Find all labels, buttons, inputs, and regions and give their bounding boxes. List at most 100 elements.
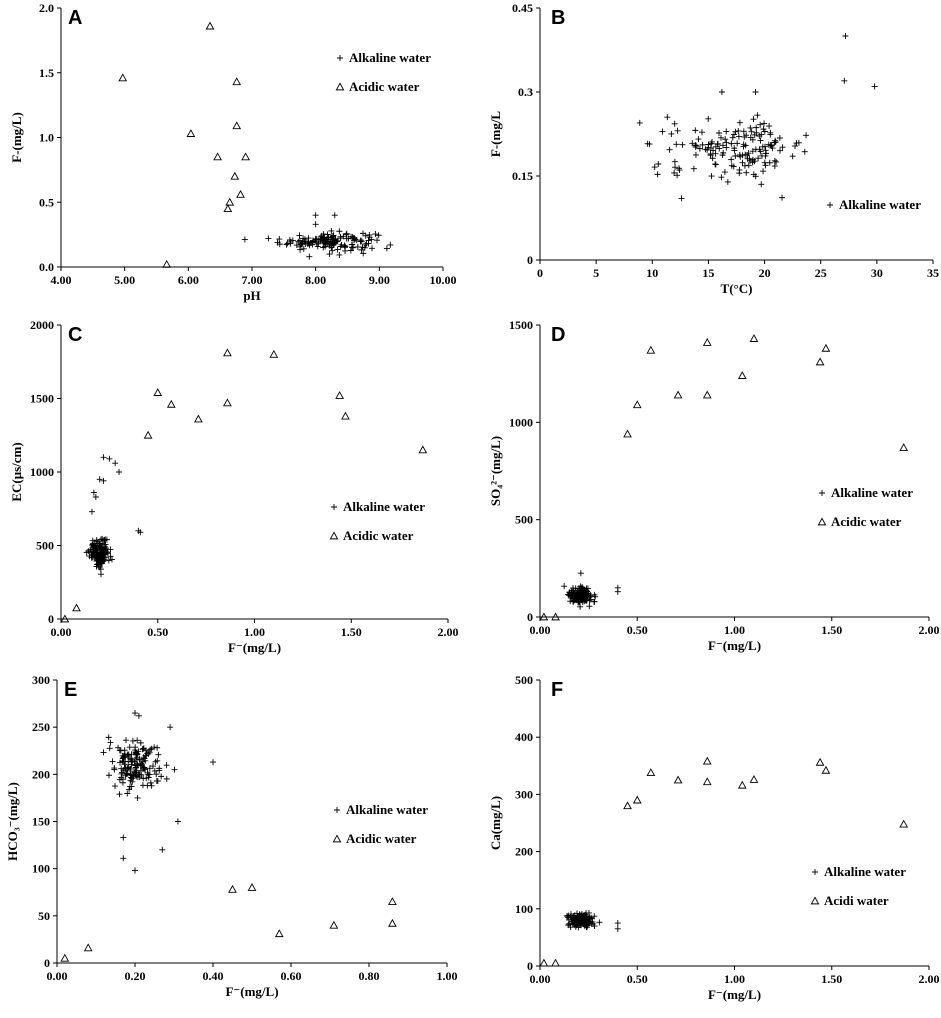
panel-a-point — [341, 242, 348, 249]
panel-d-x-tick-label: 2.00 — [919, 623, 940, 637]
panel-a-point — [236, 189, 245, 198]
panel-e-point — [143, 750, 150, 757]
panel-b-point — [750, 116, 757, 123]
panel-a-point — [372, 231, 379, 238]
panel-a-point — [334, 246, 341, 253]
panel-b-point — [759, 143, 766, 150]
panel-a-x-tick-label: 4.00 — [51, 273, 72, 287]
panel-d-point — [587, 596, 594, 603]
panel-c-point — [106, 455, 113, 462]
panel-b-point — [745, 150, 752, 157]
panel-d-point — [623, 429, 632, 438]
panel-a-y-tick-label: 0.0 — [39, 260, 54, 274]
panel-c-y-tick-label: 2000 — [30, 318, 54, 332]
panel-b-point — [728, 162, 735, 169]
panel-b-point — [772, 139, 779, 146]
panel-a-legend-label: Acidic water — [349, 79, 420, 94]
panel-b-x-tick-label: 30 — [871, 266, 883, 280]
panel-b-point — [767, 131, 774, 138]
panel-f-legend-label: Acidi water — [824, 893, 889, 908]
panel-b-point — [695, 136, 702, 143]
panel-c-point — [97, 536, 104, 543]
panel-d-point — [585, 590, 592, 597]
panel-e-y-axis-title: HCO₃⁻(mg/L) — [5, 782, 20, 861]
panel-a-point — [309, 239, 316, 246]
panel-e-point — [274, 929, 284, 938]
panel-d-point — [570, 598, 577, 605]
panel-e-point — [125, 751, 132, 758]
panel-e-point — [388, 918, 397, 927]
panel-b-point — [739, 159, 746, 166]
panel-d-point — [574, 590, 581, 597]
panel-c-legend-marker — [331, 504, 337, 510]
panel-e-point — [133, 771, 140, 778]
panel-b-point — [757, 137, 764, 144]
panel-e-point — [138, 771, 145, 778]
panel-b-point — [671, 169, 678, 176]
panel-e-point — [121, 761, 128, 768]
panel-e-point — [167, 724, 174, 731]
panel-e-point — [123, 770, 130, 777]
panel-b-point — [723, 139, 730, 146]
panel-c-point — [83, 549, 90, 556]
panel-a-point — [241, 236, 248, 243]
panel-a-point — [349, 241, 356, 248]
panel-d-point — [579, 584, 586, 591]
panel-b-point — [666, 146, 673, 153]
panel-a-point — [345, 235, 352, 242]
panel-e-point — [148, 782, 155, 789]
panel-f-point — [614, 925, 621, 932]
panel-d-point — [646, 345, 656, 354]
panel-b-point — [734, 140, 741, 147]
panel-a-point — [331, 212, 338, 219]
panel-e-point — [139, 746, 146, 753]
panel-a-point — [358, 246, 365, 253]
panel-b-point — [731, 131, 738, 138]
panel-c-x-tick-label: 0.00 — [51, 625, 72, 639]
panel-a: 4.00 5.00 6.00 7.00 8.00 9.00 10.00 0.0 0.5 1.0 1.… — [9, 1, 457, 303]
panel-d-y-axis-title: SO₄²⁻(mg/L) — [488, 436, 503, 506]
panel-b-point — [722, 136, 729, 143]
panel-f: 0.00 0.50 1.00 1.50 2.00 0 100 200 300 400 500 F⁻(m… — [488, 673, 940, 1002]
panel-b-point — [749, 148, 756, 155]
panel-a-point — [297, 246, 304, 253]
panel-f-y-tick-label: 400 — [515, 730, 533, 744]
panel-a-y-axis-title: F-(mg/L) — [9, 112, 24, 163]
panel-f-y-tick-label: 0 — [527, 959, 533, 973]
panel-a-point — [230, 171, 240, 180]
panel-f-x-tick-label: 1.00 — [724, 972, 745, 986]
panel-f-point — [575, 916, 582, 923]
panel-f-point — [821, 765, 831, 774]
panel-d-point — [591, 598, 598, 605]
panel-c-point — [100, 477, 107, 484]
panel-b-point — [745, 162, 752, 169]
panel-e-point — [140, 764, 147, 771]
panel-f-point — [573, 910, 580, 917]
panel-c-point — [92, 545, 99, 552]
panel-e-point — [135, 712, 142, 719]
panel-b-point — [744, 155, 751, 162]
panel-b-point — [773, 158, 780, 165]
panel-c-letter: C — [68, 324, 82, 346]
panel-a-point — [321, 234, 328, 241]
panel-c-x-tick-label: 2.00 — [438, 625, 459, 639]
panel-f-x-tick-label: 2.00 — [919, 972, 940, 986]
panel-b-point — [732, 128, 739, 135]
panel-b-legend-marker — [827, 202, 833, 208]
panel-e-point — [158, 773, 165, 780]
panel-e-point — [388, 897, 397, 906]
panel-e-y-tick-label: 300 — [32, 673, 50, 687]
panel-c-point — [92, 493, 99, 500]
panel-a-x-tick-label: 7.00 — [242, 273, 263, 287]
panel-e-legend-label: Acidic water — [346, 831, 417, 846]
panel-b-point — [692, 142, 699, 149]
panel-c-point — [107, 546, 114, 553]
panel-a-point — [118, 73, 128, 82]
panel-a-point — [305, 239, 312, 246]
panel-c-point — [223, 348, 232, 357]
panel-c-point — [95, 563, 102, 570]
panel-a-letter: A — [68, 7, 82, 29]
panel-a-point — [265, 235, 272, 242]
panel-f-point — [588, 914, 595, 921]
